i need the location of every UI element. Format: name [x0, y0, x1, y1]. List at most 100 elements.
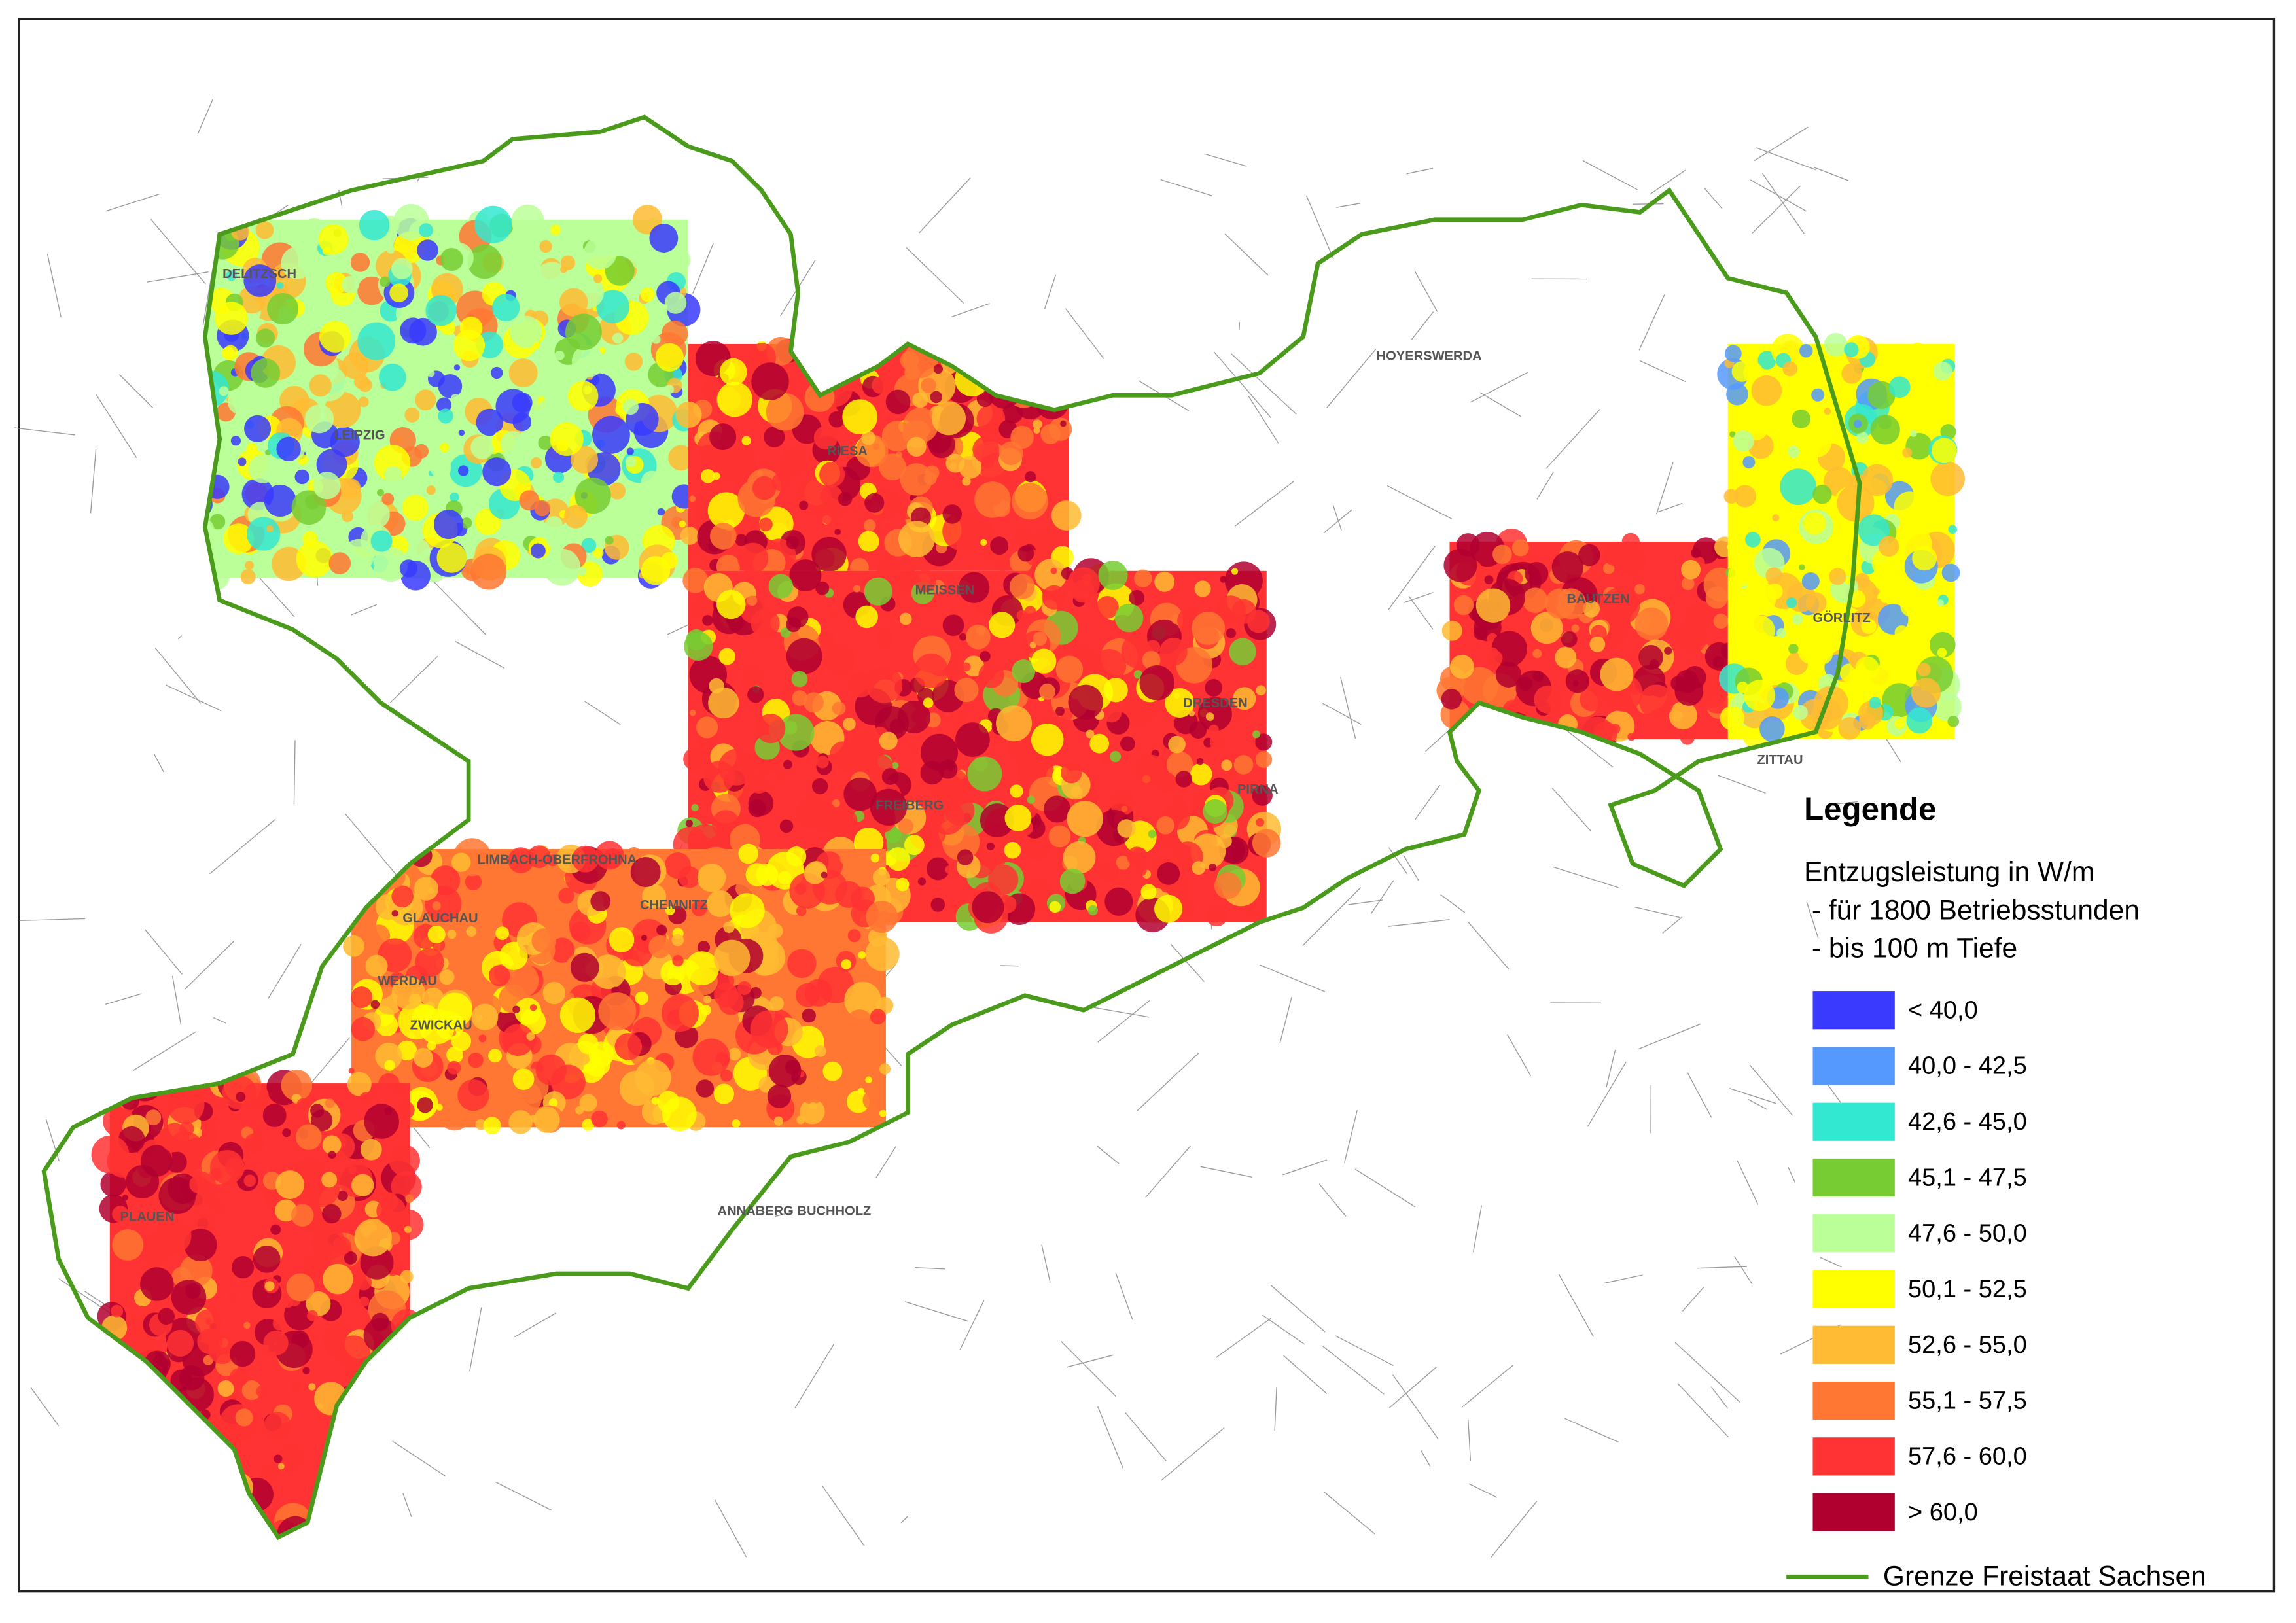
road [1748, 1099, 1768, 1110]
raster-cell [415, 389, 436, 411]
raster-cell [855, 605, 878, 629]
raster-cell [358, 396, 369, 408]
road [1392, 1374, 1439, 1440]
road [268, 944, 302, 999]
raster-cell [1691, 548, 1701, 558]
road [46, 254, 62, 317]
road [1655, 462, 1674, 515]
raster-cell [1669, 701, 1697, 730]
raster-cell [1796, 623, 1811, 638]
raster-cell [351, 986, 373, 1008]
road [1270, 1285, 1326, 1333]
raster-cell [881, 421, 913, 452]
raster-cell [685, 951, 720, 986]
raster-cell [126, 1165, 160, 1199]
raster-cell [323, 1263, 353, 1295]
raster-cell [286, 1273, 315, 1302]
raster-cell [832, 799, 840, 808]
raster-cell [318, 224, 349, 254]
road [1044, 274, 1057, 309]
raster-cell [747, 686, 764, 703]
raster-cell [1140, 884, 1157, 900]
road [1041, 1244, 1051, 1283]
raster-cell [1634, 607, 1669, 641]
raster-cell [1776, 628, 1787, 638]
raster-cell [1639, 684, 1674, 720]
raster-cell [1634, 584, 1645, 595]
raster-cell [461, 517, 472, 529]
raster-cell [899, 612, 912, 625]
raster-cell [264, 1281, 275, 1291]
raster-cell [311, 1226, 346, 1261]
raster-cell [665, 385, 675, 394]
raster-cell [310, 1104, 325, 1118]
raster-cell [1129, 589, 1145, 606]
legend-swatch [1812, 1325, 1895, 1364]
raster-cell [872, 868, 891, 886]
raster-cell [1063, 841, 1096, 874]
raster-cell [552, 472, 565, 483]
legend-label: 50,1 - 52,5 [1908, 1276, 2027, 1303]
road [875, 1146, 896, 1178]
raster-cell [1059, 868, 1086, 894]
raster-cell [1788, 445, 1800, 458]
road [1332, 504, 1342, 531]
raster-cell [1670, 593, 1678, 601]
raster-cell [671, 934, 684, 947]
raster-cell [898, 818, 914, 834]
raster-cell [1205, 712, 1214, 721]
raster-cell [1561, 631, 1578, 648]
road [1761, 173, 1805, 234]
raster-cell [122, 1195, 128, 1201]
raster-cell [1766, 417, 1780, 431]
road [1677, 1383, 1729, 1438]
raster-cell [432, 901, 441, 911]
raster-cell [959, 633, 967, 641]
road [1472, 1205, 1483, 1253]
road [1545, 409, 1600, 469]
raster-cell [866, 666, 903, 703]
raster-cell [1205, 678, 1223, 697]
raster-cell [668, 445, 694, 471]
raster-cell [927, 857, 950, 881]
raster-cell [1031, 648, 1057, 674]
raster-cell [554, 350, 565, 360]
raster-cell [1474, 626, 1488, 640]
raster-cell [839, 852, 852, 865]
road [1587, 1062, 1627, 1127]
raster-cell [983, 551, 995, 562]
raster-cell [1190, 763, 1212, 786]
raster-cell [1229, 638, 1256, 666]
road [1389, 1366, 1438, 1408]
road [906, 247, 964, 304]
raster-cell [1148, 829, 1157, 839]
raster-cell [651, 1096, 660, 1105]
road [1551, 788, 1592, 832]
road [1354, 1168, 1416, 1208]
raster-cell [720, 1070, 733, 1082]
raster-cell [891, 761, 899, 769]
raster-cell [804, 979, 833, 1007]
raster-cell [381, 493, 395, 506]
raster-cell [378, 363, 406, 391]
raster-cell [526, 1032, 535, 1041]
raster-cell [980, 803, 1014, 837]
legend-label: 47,6 - 50,0 [1908, 1220, 2027, 1248]
raster-cell [1033, 419, 1042, 429]
raster-cell [1031, 723, 1064, 756]
raster-cell [466, 926, 477, 937]
raster-cell [210, 349, 221, 359]
raster-cell [1801, 572, 1820, 591]
raster-cell [662, 1096, 697, 1132]
road [1718, 775, 1766, 794]
raster-cell [1532, 671, 1544, 682]
raster-cell [974, 481, 1011, 518]
raster-cell [775, 775, 785, 784]
raster-cell [400, 317, 427, 344]
raster-cell [1824, 332, 1848, 357]
raster-cell [689, 709, 696, 716]
raster-cell [364, 1104, 399, 1139]
raster-cell [391, 885, 414, 908]
road [1468, 1420, 1472, 1461]
raster-cell [394, 396, 401, 404]
